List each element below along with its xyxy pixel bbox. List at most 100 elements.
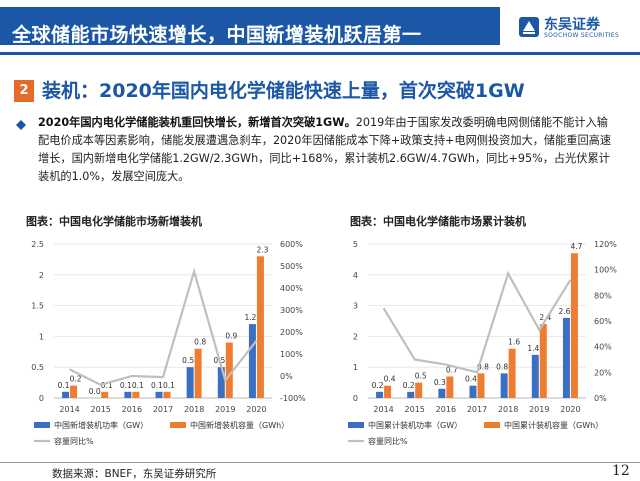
bar — [256, 256, 264, 398]
data-source: 数据来源：BNEF，东吴证券研究所 — [52, 468, 217, 480]
y-tick-label: 5 — [353, 240, 358, 249]
data-label: 2.4 — [539, 313, 551, 322]
data-label: 0.1 — [58, 381, 70, 390]
bar — [562, 317, 570, 398]
y2-tick-label: 400% — [280, 284, 303, 293]
header-divider — [0, 52, 640, 55]
bar — [132, 391, 140, 398]
y-tick-label: 1.5 — [31, 302, 44, 311]
data-label: 0.4 — [465, 375, 477, 384]
x-tick-label: 2018 — [184, 405, 204, 414]
logo-mark-icon — [519, 17, 539, 37]
y-tick-label: 4 — [353, 271, 358, 280]
legend-swatch — [34, 422, 50, 428]
y2-tick-label: 20% — [594, 368, 612, 377]
bar — [446, 376, 454, 398]
data-label: 0.8 — [477, 362, 489, 371]
y2-tick-label: -100% — [280, 394, 306, 403]
y-tick-label: 0 — [39, 394, 44, 403]
logo-text-en: SOOCHOW SECURITIES — [544, 32, 620, 39]
data-label: 0.7 — [446, 365, 458, 374]
legend-label: 中国累计装机功率（GW） — [368, 420, 462, 430]
y2-tick-label: 40% — [594, 343, 612, 352]
data-label: 2.3 — [256, 245, 268, 254]
diamond-bullet-icon — [16, 120, 26, 130]
y2-tick-label: 500% — [280, 262, 303, 271]
y2-tick-label: 0% — [594, 394, 607, 403]
y2-tick-label: 80% — [594, 291, 612, 300]
bar — [70, 385, 78, 398]
section-number-badge: 2 — [14, 80, 34, 102]
legend-label: 中国新增装机功率（GW） — [54, 420, 148, 430]
logo-text-cn: 东吴证券 — [544, 17, 600, 33]
bar — [407, 391, 415, 398]
bar — [438, 388, 446, 398]
bar — [248, 324, 256, 398]
data-label: 0.3 — [434, 378, 446, 387]
data-label: 1.2 — [244, 313, 256, 322]
x-tick-label: 2014 — [59, 405, 79, 414]
data-label: 0.8 — [496, 362, 508, 371]
data-label: 0.1 — [151, 381, 163, 390]
y2-tick-label: 100% — [594, 266, 617, 275]
y-tick-label: 2.5 — [31, 240, 44, 249]
data-label: 0.8 — [194, 338, 206, 347]
x-tick-label: 2016 — [436, 405, 456, 414]
bar — [500, 373, 508, 398]
chart-cumulative-installation: 0 1 2 3 4 5 0% 20% 40% 60% 80% 100% 120% 0.2 0.2 0.3 0.4… — [348, 240, 617, 446]
data-label: 0.0 — [89, 387, 101, 396]
bar — [570, 253, 578, 398]
bar — [384, 385, 392, 398]
footer-divider — [0, 462, 640, 463]
data-label: 0.1 — [163, 381, 175, 390]
x-tick-label: 2015 — [91, 405, 111, 414]
header: 全球储能市场快速增长，中国新增装机跃居第一 东吴证券 SOOCHOW SECUR… — [0, 0, 640, 52]
chart-title-new: 图表：中国电化学储能市场新增装机 — [26, 215, 202, 228]
legend-swatch — [348, 422, 364, 428]
x-tick-label: 2017 — [467, 405, 487, 414]
bar — [225, 342, 233, 398]
page-number: 12 — [612, 463, 630, 479]
y2-tick-label: 600% — [280, 240, 303, 249]
bar — [469, 385, 477, 398]
data-label: 0.5 — [182, 356, 194, 365]
data-label: 1.6 — [508, 338, 520, 347]
data-label: 0.1 — [132, 381, 144, 390]
data-label: 0.1 — [120, 381, 132, 390]
brand-logo: 东吴证券 SOOCHOW SECURITIES — [518, 14, 636, 44]
bar — [163, 391, 171, 398]
y2-tick-label: 200% — [280, 328, 303, 337]
data-label: 2.6 — [558, 307, 570, 316]
x-tick-label: 2019 — [529, 405, 549, 414]
bar — [415, 382, 423, 398]
bar — [62, 391, 70, 398]
bar — [124, 391, 132, 398]
y2-tick-label: 120% — [594, 240, 617, 249]
data-label: 0.4 — [384, 375, 396, 384]
chart-title-cumulative: 图表：中国电化学储能市场累计装机 — [350, 215, 526, 228]
bar — [376, 391, 384, 398]
legend-swatch — [484, 422, 500, 428]
bar — [101, 391, 109, 398]
y-tick-label: 0.5 — [31, 363, 44, 372]
y-tick-label: 2 — [39, 271, 44, 280]
bar — [531, 354, 539, 398]
section-title: 装机：2020年国内电化学储能快速上量，首次突破1GW — [42, 80, 525, 102]
bar — [155, 391, 163, 398]
x-tick-label: 2016 — [122, 405, 142, 414]
bar — [539, 324, 547, 398]
summary-lead: 2020年国内电化学储能装机重回快增长，新增首次突破1GW。 — [38, 116, 356, 129]
x-tick-label: 2015 — [405, 405, 425, 414]
y2-tick-label: 300% — [280, 306, 303, 315]
legend-label: 容量同比% — [54, 436, 94, 446]
y-tick-label: 1 — [353, 363, 358, 372]
bar — [477, 373, 485, 398]
bar — [186, 367, 194, 398]
y2-tick-label: 0% — [280, 372, 293, 381]
data-label: 0.2 — [372, 381, 384, 390]
legend-swatch — [170, 422, 186, 428]
bar — [194, 348, 202, 398]
x-tick-label: 2014 — [373, 405, 393, 414]
page-title: 全球储能市场快速增长，中国新增装机跃居第一 — [12, 24, 422, 46]
data-label: 0.5 — [415, 372, 427, 381]
